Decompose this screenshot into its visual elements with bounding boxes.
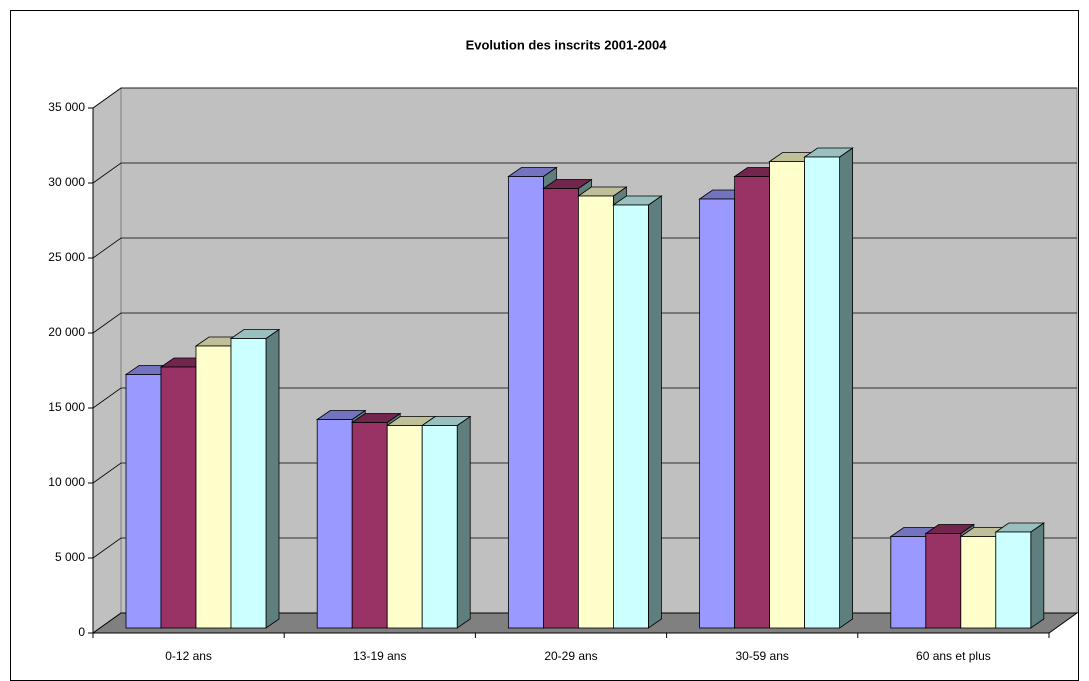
grid-line [92, 87, 1077, 109]
side-wall [92, 87, 122, 634]
y-tick-label: 25 000 [48, 250, 85, 264]
bar [995, 531, 1032, 629]
x-tick-label: 30-59 ans [736, 649, 789, 663]
y-tick-label: 20 000 [48, 325, 85, 339]
bar [507, 176, 544, 629]
bar [613, 204, 649, 629]
bar [351, 422, 388, 629]
bar [316, 419, 353, 629]
y-tick-label: 0 [78, 625, 85, 639]
x-tick-label: 60 ans et plus [916, 649, 991, 663]
bar-side [839, 147, 853, 629]
y-tick-label: 15 000 [48, 400, 85, 414]
bar [734, 176, 770, 629]
bar [230, 338, 267, 629]
bar [960, 536, 997, 629]
bar-side [648, 195, 662, 629]
grid-line [92, 162, 1077, 184]
y-tick-label: 10 000 [48, 475, 85, 489]
y-tick-label: 35 000 [48, 100, 85, 114]
bar [890, 536, 927, 629]
bar [699, 198, 735, 629]
bar [925, 533, 962, 629]
bar [160, 366, 197, 629]
bar [804, 156, 840, 629]
x-tick-label: 0-12 ans [165, 649, 212, 663]
bar [386, 425, 423, 629]
bar [421, 425, 458, 629]
bar-side [456, 415, 471, 629]
bar [543, 188, 579, 629]
y-tick-label: 5 000 [55, 550, 85, 564]
bar-side [1030, 522, 1045, 629]
bar [578, 195, 614, 629]
bar [195, 345, 232, 629]
bar [769, 161, 805, 629]
y-tick-label: 30 000 [48, 175, 85, 189]
x-tick-label: 20-29 ans [544, 649, 597, 663]
chart-title: Evolution des inscrits 2001-2004 [466, 37, 668, 52]
bar [125, 374, 162, 629]
x-tick-label: 13-19 ans [353, 649, 406, 663]
bar-side [265, 328, 280, 629]
